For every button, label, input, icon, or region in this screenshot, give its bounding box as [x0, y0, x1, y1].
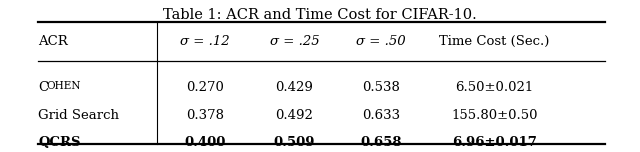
- Text: 0.378: 0.378: [186, 109, 224, 122]
- Text: 0.492: 0.492: [275, 109, 314, 122]
- Text: ACR: ACR: [38, 35, 68, 48]
- Text: 6.50±0.021: 6.50±0.021: [455, 81, 534, 94]
- Text: 0.270: 0.270: [186, 81, 224, 94]
- Text: σ = .12: σ = .12: [180, 35, 230, 48]
- Text: Time Cost (Sec.): Time Cost (Sec.): [439, 35, 550, 48]
- Text: QCRS: QCRS: [38, 136, 81, 149]
- Text: σ = .50: σ = .50: [356, 35, 406, 48]
- Text: 155.80±0.50: 155.80±0.50: [451, 109, 538, 122]
- Text: OHEN: OHEN: [47, 81, 81, 91]
- Text: σ = .25: σ = .25: [269, 35, 319, 48]
- Text: 0.429: 0.429: [275, 81, 314, 94]
- Text: 0.400: 0.400: [184, 136, 225, 149]
- Text: C: C: [38, 81, 49, 94]
- Text: Grid Search: Grid Search: [38, 109, 120, 122]
- Text: 0.658: 0.658: [360, 136, 401, 149]
- Text: Table 1: ACR and Time Cost for CIFAR-10.: Table 1: ACR and Time Cost for CIFAR-10.: [163, 8, 477, 22]
- Text: 6.96±0.017: 6.96±0.017: [452, 136, 537, 149]
- Text: 0.509: 0.509: [274, 136, 315, 149]
- Text: 0.538: 0.538: [362, 81, 400, 94]
- Text: 0.633: 0.633: [362, 109, 400, 122]
